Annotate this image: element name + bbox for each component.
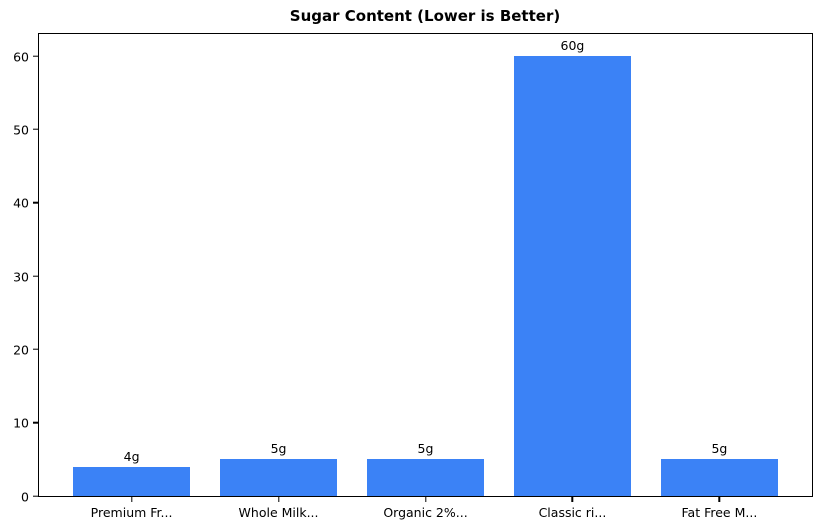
bar-3 <box>366 459 485 496</box>
x-axis-category-label: Classic ri... <box>538 505 607 520</box>
y-axis-tick <box>33 128 39 131</box>
y-axis-tick-label: 50 <box>13 122 29 138</box>
x-axis-tick <box>424 496 427 502</box>
bar-value-label: 5g <box>270 441 287 457</box>
x-axis-category-label: Fat Free M... <box>681 505 758 520</box>
bar-4 <box>513 56 632 496</box>
chart-title: Sugar Content (Lower is Better) <box>289 7 561 25</box>
plot-area: 0 10 20 30 40 50 60 4g Premium Fr... 5g Whole Milk… <box>13 33 813 520</box>
y-axis-tick <box>33 421 39 424</box>
x-axis-tick <box>571 496 574 502</box>
y-axis-tick-label: 20 <box>13 342 29 358</box>
y-axis-tick <box>33 348 39 351</box>
x-axis-category-label: Organic 2%... <box>383 505 468 520</box>
bar-value-label: 5g <box>417 441 434 457</box>
y-axis-tick <box>33 495 39 497</box>
bar-1 <box>72 466 191 496</box>
y-axis-tick <box>33 55 39 57</box>
x-axis-tick <box>130 496 133 502</box>
y-axis-tick <box>33 275 39 277</box>
x-axis-category-label: Premium Fr... <box>90 505 173 520</box>
x-axis-category-label: Whole Milk... <box>238 505 319 520</box>
y-axis-tick-label: 30 <box>13 269 29 284</box>
bar-5 <box>660 459 779 496</box>
y-axis-tick-label: 60 <box>13 49 29 64</box>
y-axis-tick-label: 0 <box>21 489 29 504</box>
x-axis-tick <box>718 496 721 502</box>
bar-value-label: 4g <box>123 448 140 464</box>
bar-value-label: 5g <box>711 441 728 457</box>
bar-2 <box>219 459 338 496</box>
y-axis-tick-label: 40 <box>13 195 29 211</box>
bar-value-label: 60g <box>560 38 585 53</box>
y-axis-tick-label: 10 <box>13 415 29 431</box>
x-axis-tick <box>277 496 280 502</box>
y-axis-tick <box>33 201 39 204</box>
